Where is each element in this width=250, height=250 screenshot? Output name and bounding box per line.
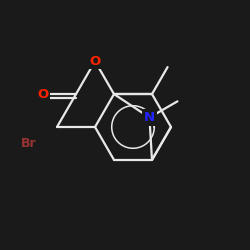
Text: O: O	[37, 88, 48, 101]
Text: Br: Br	[21, 137, 37, 150]
Text: N: N	[144, 111, 155, 124]
Text: O: O	[90, 55, 101, 68]
